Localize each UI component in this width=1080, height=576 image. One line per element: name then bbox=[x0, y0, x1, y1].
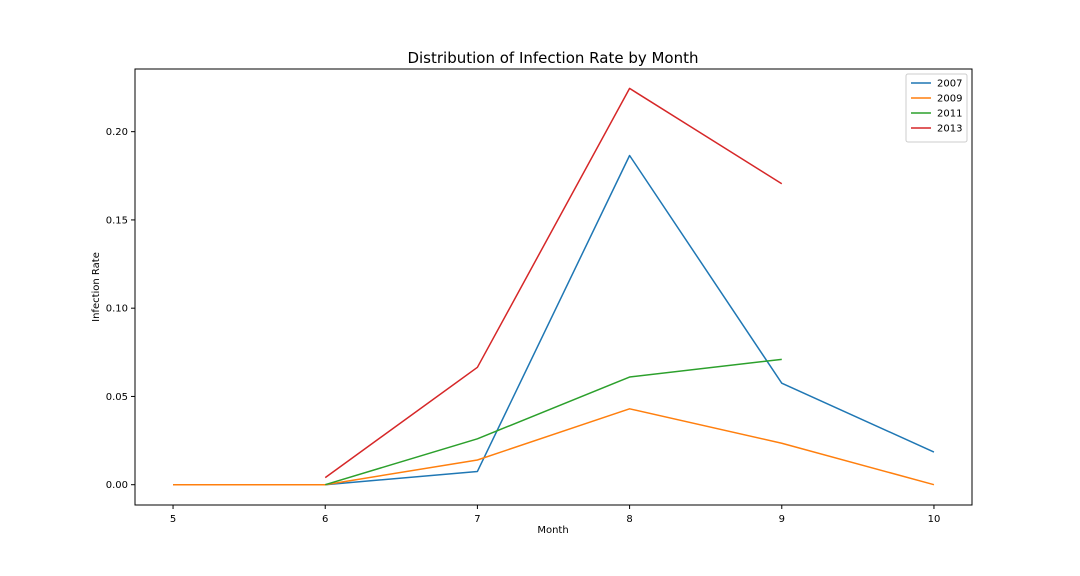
x-axis: 5 6 7 8 9 10 bbox=[170, 505, 940, 525]
series-layer bbox=[173, 87, 935, 486]
x-tick-label-5: 5 bbox=[170, 514, 176, 525]
series-line-2013 bbox=[324, 87, 783, 479]
chart-title: Distribution of Infection Rate by Month bbox=[407, 49, 698, 67]
plot-frame bbox=[134, 68, 973, 506]
series-line-2009 bbox=[173, 408, 935, 486]
legend: 2007 2009 2011 2013 bbox=[905, 73, 968, 143]
x-tick-label-10: 10 bbox=[928, 514, 941, 525]
x-tick-label-9: 9 bbox=[779, 514, 785, 525]
series-line-2007 bbox=[173, 154, 935, 486]
x-tick-label-8: 8 bbox=[626, 514, 632, 525]
y-axis-label: Infection Rate bbox=[91, 252, 102, 322]
y-tick-label-1: 0.05 bbox=[106, 392, 128, 403]
x-axis-label: Month bbox=[537, 525, 568, 536]
legend-label-2013: 2013 bbox=[937, 124, 962, 135]
y-tick-label-2: 0.10 bbox=[106, 304, 128, 315]
y-tick-label-4: 0.20 bbox=[106, 127, 128, 138]
legend-label-2011: 2011 bbox=[937, 109, 962, 120]
legend-label-2007: 2007 bbox=[937, 79, 962, 90]
legend-label-2009: 2009 bbox=[937, 94, 962, 105]
y-tick-label-3: 0.15 bbox=[106, 215, 128, 226]
series-line-2011 bbox=[325, 358, 782, 486]
legend-box bbox=[905, 73, 968, 143]
x-tick-label-6: 6 bbox=[322, 514, 328, 525]
x-tick-label-7: 7 bbox=[474, 514, 480, 525]
y-tick-label-0: 0.00 bbox=[106, 480, 128, 491]
y-axis: 0.00 0.05 0.10 0.15 0.20 bbox=[106, 127, 135, 491]
